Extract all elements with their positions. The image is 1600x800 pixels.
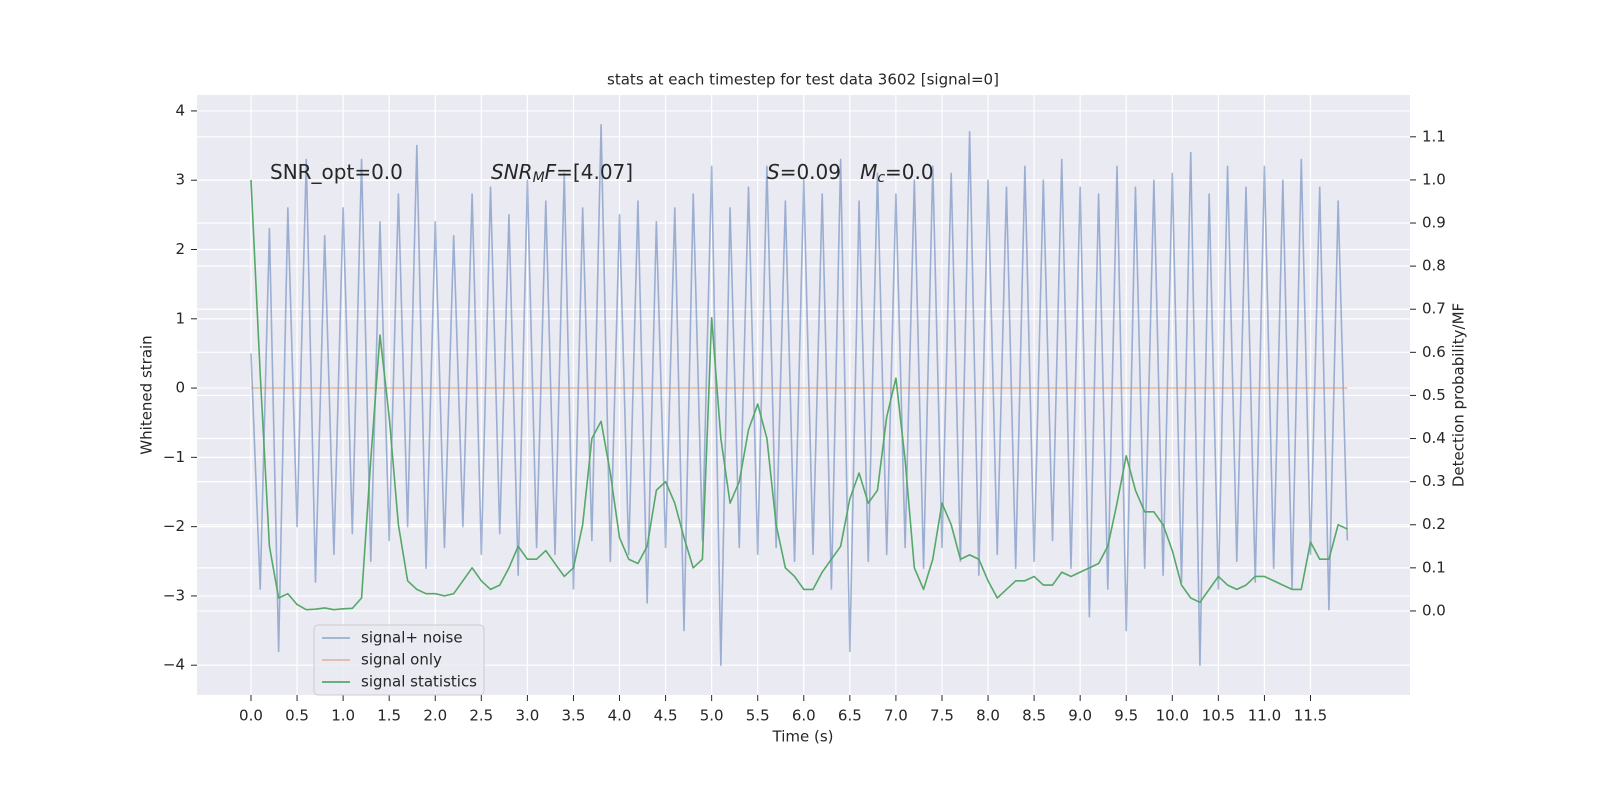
x-tick-label: 10.0 — [1156, 707, 1189, 725]
x-tick-label: 3.0 — [515, 707, 539, 725]
annotation-part: c — [877, 170, 885, 186]
y-tick-label: 0 — [175, 379, 185, 397]
y-axis-label: Whitened strain — [138, 335, 156, 454]
annotation: S=0.09 Mc=0.0 — [767, 160, 934, 187]
y2-tick-label: 0.0 — [1422, 601, 1446, 619]
x-axis-label: Time (s) — [772, 728, 834, 746]
y2-tick-label: 0.4 — [1422, 429, 1446, 447]
y-tick-label: 2 — [175, 240, 185, 258]
x-tick-label: 0.5 — [285, 707, 309, 725]
y2-tick-label: 0.7 — [1422, 300, 1446, 318]
x-tick-label: 7.5 — [930, 707, 954, 725]
y2-tick-label: 0.5 — [1422, 386, 1446, 404]
annotation: SNRMF=[4.07] — [491, 160, 633, 187]
x-tick-label: 6.5 — [838, 707, 862, 725]
y-tick-label: 1 — [175, 309, 185, 327]
y2-tick-label: 1.0 — [1422, 170, 1446, 188]
annotation-part: SNR_opt=0.0 — [270, 160, 403, 184]
x-tick-label: 2.5 — [469, 707, 493, 725]
legend-label: signal only — [361, 651, 442, 669]
annotation-part: =0.09 — [780, 160, 860, 184]
x-tick-label: 1.5 — [377, 707, 401, 725]
x-tick-label: 5.0 — [700, 707, 724, 725]
legend-label: signal+ noise — [361, 629, 463, 647]
x-tick-label: 5.5 — [746, 707, 770, 725]
y-tick-label: 3 — [175, 171, 185, 189]
y2-tick-label: 0.8 — [1422, 257, 1446, 275]
y2-tick-label: 0.9 — [1422, 214, 1446, 232]
chart-title: stats at each timestep for test data 360… — [607, 71, 999, 89]
annotation-part: M — [860, 160, 877, 184]
y-tick-label: −1 — [163, 448, 185, 466]
y2-axis-label: Detection probability/MF — [1450, 303, 1468, 487]
x-tick-label: 6.0 — [792, 707, 816, 725]
annotation: SNR_opt=0.0 — [270, 160, 403, 184]
x-tick-label: 8.0 — [976, 707, 1000, 725]
x-tick-label: 11.5 — [1294, 707, 1327, 725]
x-tick-label: 8.5 — [1022, 707, 1046, 725]
x-tick-label: 9.5 — [1114, 707, 1138, 725]
x-tick-label: 9.0 — [1068, 707, 1092, 725]
series-line — [250, 179, 1348, 611]
annotation-part: =0.0 — [885, 160, 934, 184]
legend-label: signal statistics — [361, 673, 477, 691]
annotation-part: SNR — [491, 160, 533, 184]
x-tick-label: 4.5 — [654, 707, 678, 725]
annotation-part: F — [545, 160, 557, 184]
y2-tick-label: 0.1 — [1422, 558, 1446, 576]
y2-tick-label: 1.1 — [1422, 127, 1446, 145]
annotation-part: M — [533, 170, 545, 186]
y2-tick-label: 0.3 — [1422, 472, 1446, 490]
annotation-part: =[4.07] — [556, 160, 633, 184]
x-tick-label: 10.5 — [1202, 707, 1235, 725]
x-tick-label: 1.0 — [331, 707, 355, 725]
y-tick-label: 4 — [175, 101, 185, 119]
y2-tick-label: 0.6 — [1422, 343, 1446, 361]
y-tick-label: −3 — [163, 586, 185, 604]
y-tick-label: −4 — [163, 656, 185, 674]
x-tick-label: 0.0 — [239, 707, 263, 725]
x-tick-label: 3.5 — [562, 707, 586, 725]
annotation-part: S — [767, 160, 780, 184]
y-tick-label: −2 — [163, 517, 185, 535]
x-tick-label: 11.0 — [1248, 707, 1281, 725]
x-tick-label: 7.0 — [884, 707, 908, 725]
legend-box — [313, 624, 485, 696]
x-tick-label: 4.0 — [608, 707, 632, 725]
x-tick-label: 2.0 — [423, 707, 447, 725]
y2-tick-label: 0.2 — [1422, 515, 1446, 533]
series-line — [250, 123, 1349, 667]
